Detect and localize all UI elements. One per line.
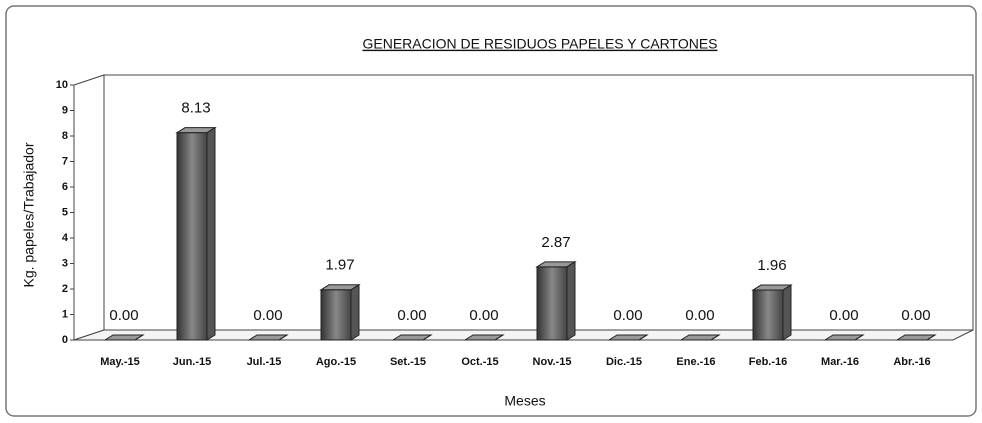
- bar: [176, 132, 208, 341]
- x-tick-label: Set.-15: [390, 356, 426, 368]
- data-label: 1.96: [757, 257, 786, 274]
- bar-side: [134, 334, 144, 341]
- bar-side: [782, 284, 792, 341]
- data-label: 8.13: [181, 100, 210, 117]
- floor: [73, 329, 974, 341]
- x-tick-label: Nov.-15: [533, 356, 572, 368]
- x-tick-label: Abr.-16: [893, 356, 930, 368]
- data-label: 0.00: [685, 307, 714, 324]
- y-tick-label: 2: [62, 283, 68, 295]
- bar: [536, 266, 568, 341]
- x-tick-label: Mar.-16: [821, 356, 859, 368]
- data-label: 0.00: [901, 307, 930, 324]
- x-axis-label: Meses: [504, 393, 545, 409]
- y-tick-label: 7: [62, 155, 68, 167]
- bar: [752, 289, 784, 341]
- data-label: 0.00: [397, 307, 426, 324]
- bar-side: [926, 334, 936, 341]
- bar-side: [710, 334, 720, 341]
- x-tick-label: Feb.-16: [749, 356, 788, 368]
- y-tick-label: 4: [62, 232, 69, 244]
- bar-side: [206, 126, 216, 341]
- x-tick-label: May.-15: [100, 356, 140, 368]
- y-tick-label: 3: [62, 257, 68, 269]
- y-tick-label: 8: [62, 130, 68, 142]
- bar-side: [278, 334, 288, 341]
- x-tick-label: Ene.-16: [676, 356, 715, 368]
- bar-side: [638, 334, 648, 341]
- bar-side: [422, 334, 432, 341]
- y-tick-label: 1: [62, 308, 68, 320]
- y-tick-label: 0: [62, 334, 68, 346]
- y-tick-label: 10: [56, 79, 68, 91]
- y-tick-label: 6: [62, 181, 68, 193]
- data-label: 0.00: [253, 307, 282, 324]
- data-label: 0.00: [109, 307, 138, 324]
- bar: [320, 289, 352, 341]
- data-label: 0.00: [469, 307, 498, 324]
- bar-side: [494, 334, 504, 341]
- x-tick-label: Jun.-15: [173, 356, 212, 368]
- bar-side: [854, 334, 864, 341]
- x-tick-label: Oct.-15: [461, 356, 498, 368]
- x-tick-label: Ago.-15: [316, 356, 356, 368]
- chart-border: [5, 5, 977, 417]
- chart-title: GENERACION DE RESIDUOS PAPELES Y CARTONE…: [362, 36, 717, 52]
- side-wall: [73, 74, 105, 341]
- x-tick-label: Dic.-15: [606, 356, 642, 368]
- data-label: 0.00: [613, 307, 642, 324]
- bar-side: [350, 283, 360, 341]
- data-label: 0.00: [829, 307, 858, 324]
- bar-side: [566, 260, 576, 341]
- y-tick-label: 9: [62, 104, 68, 116]
- y-axis-label: Kg. papeles/Trabajador: [21, 142, 37, 287]
- data-label: 1.97: [325, 257, 354, 274]
- x-tick-label: Jul.-15: [247, 356, 282, 368]
- y-tick-label: 5: [62, 206, 68, 218]
- data-label: 2.87: [541, 234, 570, 251]
